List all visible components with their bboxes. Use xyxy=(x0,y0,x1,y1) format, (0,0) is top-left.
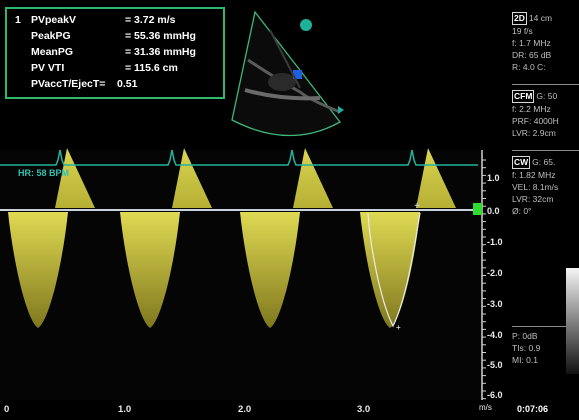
setting-line: f: 1.82 MHz xyxy=(512,170,556,180)
mode-cw-tag: CW xyxy=(512,156,531,169)
upper-flow-wave xyxy=(293,148,333,208)
mode-cfm-tag: CFM xyxy=(512,90,535,103)
setting-line: f: 1.7 MHz xyxy=(512,38,551,48)
velocity-tick-label: 0.0 xyxy=(487,206,500,216)
time-tick-label: 1.0 xyxy=(118,404,132,415)
setting-line: PRF: 4000H xyxy=(512,116,559,126)
time-tick-label: 3.0 xyxy=(357,404,371,415)
ecg-trace xyxy=(0,149,478,166)
time-tick-label: 2.0 xyxy=(238,404,252,415)
measurement-value: = 55.36 mmHg xyxy=(125,30,196,42)
measurement-value: = 31.36 mmHg xyxy=(125,46,196,58)
upper-flow-wave xyxy=(55,148,95,208)
measurement-index: 1 xyxy=(15,14,21,26)
setting-line: R: 4.0 C: xyxy=(512,62,546,72)
upper-flow-wave xyxy=(416,148,456,208)
measurement-label: MeanPG xyxy=(31,46,74,58)
units-label: m/s xyxy=(479,403,492,412)
setting-line: 14 cm xyxy=(528,13,553,23)
setting-line: LVR: 32cm xyxy=(512,194,554,204)
velocity-tick-label: -6.0 xyxy=(487,390,503,400)
grayscale-bar xyxy=(566,268,579,374)
velocity-tick-label: -4.0 xyxy=(487,330,503,340)
measurement-label: PV VTI xyxy=(31,62,65,74)
measurement-label: PeakPG xyxy=(31,30,71,42)
power-settings: P: 0dB TIs: 0.9 MI: 0.1 xyxy=(512,330,579,366)
setting-line: MI: 0.1 xyxy=(512,355,538,365)
velocity-tick-label: -5.0 xyxy=(487,360,503,370)
lower-flow-wave xyxy=(8,212,68,328)
lower-flow-waves xyxy=(8,212,420,328)
setting-line: G: 50 xyxy=(536,91,558,101)
panel-divider xyxy=(512,150,579,151)
measurement-label: PVpeakV xyxy=(31,14,76,26)
trace-cursor: + xyxy=(396,323,401,332)
clock: 0:07:06 xyxy=(517,404,549,414)
upper-flow-waves xyxy=(55,148,456,208)
setting-line: Ø: 0° xyxy=(512,206,532,216)
setting-line: LVR: 2.9cm xyxy=(512,128,556,138)
scale-ticks xyxy=(482,159,486,400)
upper-flow-wave xyxy=(172,148,212,208)
lower-flow-wave xyxy=(360,212,420,328)
velocity-tick-label: -2.0 xyxy=(487,268,503,278)
mode-2d-tag: 2D xyxy=(512,12,527,25)
velocity-tick-label: -3.0 xyxy=(487,299,503,309)
setting-line: 19 f/s xyxy=(512,26,533,36)
velocity-tick-label: -1.0 xyxy=(487,237,503,247)
velocity-tick-label: 1.0 xyxy=(487,173,500,183)
lower-flow-wave xyxy=(120,212,180,328)
sector-image xyxy=(231,10,344,137)
panel-divider xyxy=(512,326,579,327)
setting-line: G: 65. xyxy=(532,157,556,167)
trace-outline xyxy=(367,212,421,328)
setting-line: f: 2.2 MHz xyxy=(512,104,551,114)
heart-rate-label: HR: 58 BPM xyxy=(18,168,70,178)
setting-line: DR: 65 dB xyxy=(512,50,552,60)
panel-divider xyxy=(512,84,579,85)
measurement-value: = 115.6 cm xyxy=(125,62,178,74)
mode-cw-settings: CW G: 65. f: 1.82 MHz VEL: 8.1m/s LVR: 32… xyxy=(512,156,579,217)
measurement-panel: 1 PVpeakV = 3.72 m/s PeakPG = 55.36 mmHg… xyxy=(5,7,225,99)
setting-line: P: 0dB xyxy=(512,331,538,341)
mode-cfm-settings: CFM G: 50 f: 2.2 MHz PRF: 4000H LVR: 2.9c… xyxy=(512,90,579,139)
setting-line: VEL: 8.1m/s xyxy=(512,182,559,192)
lower-flow-wave xyxy=(240,212,300,328)
measurement-label: PVaccT/EjecT= xyxy=(31,78,106,90)
measurement-value: 0.51 xyxy=(117,78,138,90)
measurement-value: = 3.72 m/s xyxy=(125,14,176,26)
setting-line: TIs: 0.9 xyxy=(512,343,541,353)
baseline-marker[interactable] xyxy=(473,203,482,215)
trace-end-cursor: + xyxy=(414,201,420,212)
time-tick-label: 0 xyxy=(4,404,10,415)
mode-2d-settings: 2D 14 cm 19 f/s f: 1.7 MHz DR: 65 dB R: 4… xyxy=(512,12,579,73)
